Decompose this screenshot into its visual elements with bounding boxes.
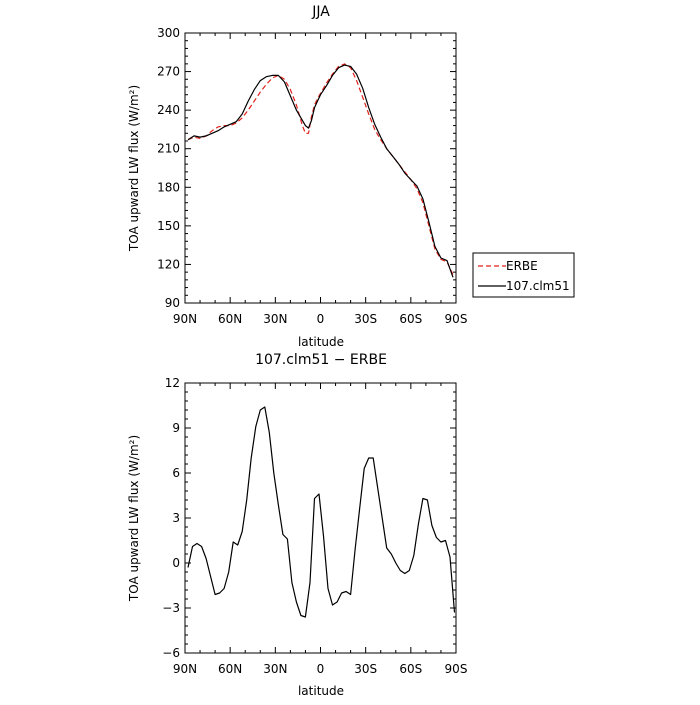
- y-tick-label: 12: [165, 376, 180, 390]
- panel-bottom-frame: [184, 382, 457, 654]
- panel-bottom-title: 107.clm51 − ERBE: [255, 352, 387, 368]
- series-line-difference: [187, 406, 456, 618]
- panel-bottom-x-ticks: 90N 60N 30N 0 30S 60S 90S: [173, 383, 468, 676]
- x-tick-label: 60N: [218, 662, 242, 676]
- panel-top-title: JJA: [311, 4, 330, 20]
- y-tick-label: 210: [157, 142, 180, 156]
- y-tick-label: 150: [157, 219, 180, 233]
- y-tick-label: 9: [172, 421, 180, 435]
- y-tick-label: 180: [157, 180, 180, 194]
- y-tick-label: 3: [172, 511, 180, 525]
- x-tick-label: 90N: [173, 312, 197, 326]
- x-tick-label: 60S: [399, 662, 422, 676]
- legend-label-erbe: ERBE: [506, 259, 538, 273]
- x-tick-label: 30S: [354, 312, 377, 326]
- x-tick-label: 60N: [218, 312, 242, 326]
- x-tick-label: 0: [317, 662, 325, 676]
- y-tick-label: 240: [157, 103, 180, 117]
- panel-top-y-axis-label: TOA upward LW flux (W/m²): [127, 85, 141, 252]
- y-tick-label: 6: [172, 466, 180, 480]
- x-tick-label: 30S: [354, 662, 377, 676]
- y-tick-label: −6: [162, 646, 180, 660]
- panel-top-series: [187, 63, 454, 278]
- panel-bottom-y-ticks: −6 −3 0 3 6 9 12: [162, 376, 456, 660]
- panel-bottom: 107.clm51 − ERBE 90N 60N 30N 0 30S 60S 90S −6−…: [127, 352, 467, 698]
- series-line-107-clm51: [187, 64, 454, 278]
- panel-top-x-ticks: 90N 60N 30N 0 30S 60S 90S: [173, 33, 468, 326]
- x-tick-label: 60S: [399, 312, 422, 326]
- panel-top-x-axis-label: latitude: [298, 335, 344, 349]
- panel-top-frame: [184, 32, 457, 304]
- x-tick-label: 90N: [173, 662, 197, 676]
- panel-top-y-ticks: 90 120 150 180 210 240 270 300: [157, 26, 456, 310]
- panel-bottom-series: [187, 406, 456, 618]
- panel-bottom-y-axis-label: TOA upward LW flux (W/m²): [127, 435, 141, 602]
- y-tick-label: 90: [165, 296, 180, 310]
- x-tick-label: 90S: [445, 312, 468, 326]
- x-tick-label: 30N: [263, 312, 287, 326]
- panel-top: JJA 90N 60N 30N 0 30S 60S 90S 90 120 150 180 210 24…: [127, 4, 575, 349]
- x-tick-label: 90S: [445, 662, 468, 676]
- panel-bottom-x-axis-label: latitude: [298, 684, 344, 698]
- y-tick-label: −3: [162, 601, 180, 615]
- series-line-erbe: [187, 63, 454, 275]
- legend-box: [472, 252, 575, 298]
- y-tick-label: 0: [172, 556, 180, 570]
- y-tick-label: 270: [157, 65, 180, 79]
- x-tick-label: 0: [317, 312, 325, 326]
- y-tick-label: 120: [157, 257, 180, 271]
- legend-label-107-clm51: 107.clm51: [506, 279, 570, 293]
- y-tick-label: 300: [157, 26, 180, 40]
- legend: ERBE 107.clm51: [472, 252, 575, 298]
- x-tick-label: 30N: [263, 662, 287, 676]
